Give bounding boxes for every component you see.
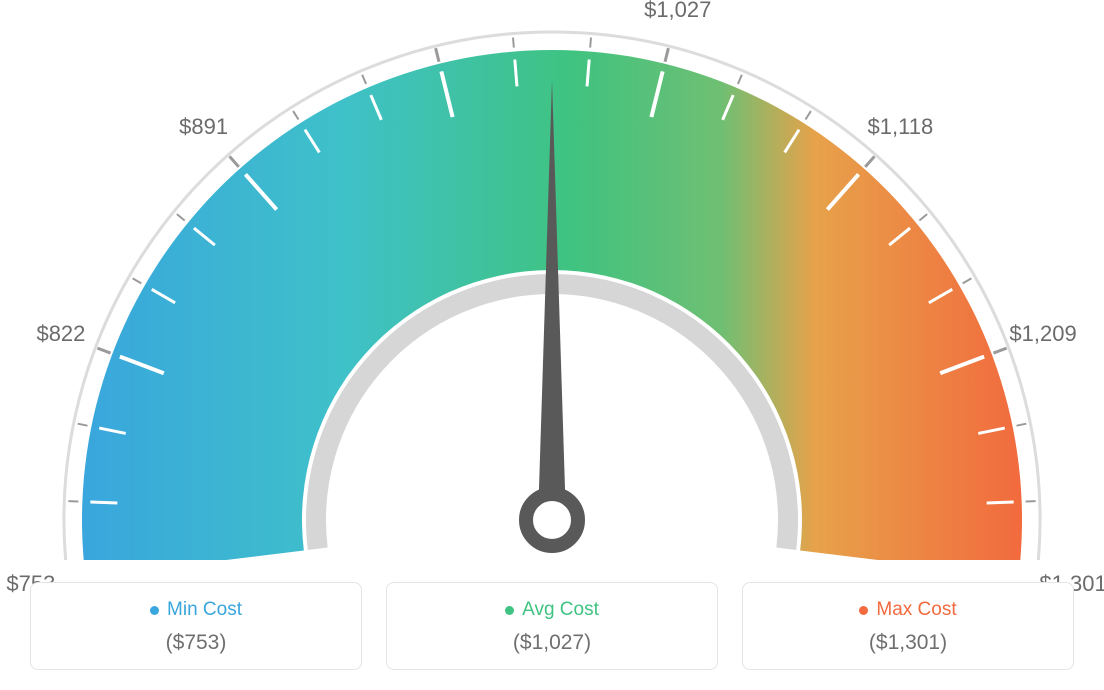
legend-title-avg: Avg Cost	[505, 599, 599, 621]
legend-dot-max	[859, 606, 868, 615]
gauge-tick-label: $822	[36, 321, 85, 347]
legend-card-min: Min Cost ($753)	[30, 582, 362, 670]
legend-card-max: Max Cost ($1,301)	[742, 582, 1074, 670]
legend-label-min: Min Cost	[167, 599, 242, 621]
legend-label-avg: Avg Cost	[522, 599, 599, 621]
legend-value-min: ($753)	[41, 631, 351, 655]
legend-dot-avg	[505, 606, 514, 615]
legend-card-avg: Avg Cost ($1,027)	[386, 582, 718, 670]
gauge-tick-label: $1,209	[1009, 321, 1076, 347]
gauge-chart	[0, 0, 1104, 560]
legend-dot-min	[150, 606, 159, 615]
gauge-tick-label: $891	[179, 114, 228, 140]
gauge-area: $753$822$891$1,027$1,118$1,209$1,301	[0, 0, 1104, 560]
legend-label-max: Max Cost	[876, 599, 956, 621]
legend-title-max: Max Cost	[859, 599, 956, 621]
legend-row: Min Cost ($753) Avg Cost ($1,027) Max Co…	[30, 582, 1074, 670]
gauge-tick-label: $1,027	[644, 0, 711, 23]
legend-value-avg: ($1,027)	[397, 631, 707, 655]
legend-value-max: ($1,301)	[753, 631, 1063, 655]
cost-gauge-container: $753$822$891$1,027$1,118$1,209$1,301 Min…	[0, 0, 1104, 690]
legend-title-min: Min Cost	[150, 599, 242, 621]
gauge-tick-label: $1,118	[868, 114, 934, 140]
